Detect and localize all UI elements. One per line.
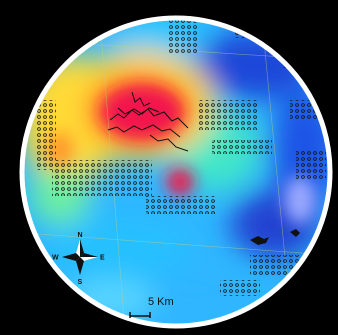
scale-bar-label: 5 Km — [148, 296, 174, 308]
dense-sample-cluster — [107, 91, 189, 152]
compass-west: W — [52, 255, 59, 262]
north-arrow-icon: N S E W — [52, 232, 105, 286]
dark-features — [250, 229, 300, 245]
map-frame — [19, 15, 333, 329]
compass-south: S — [78, 279, 83, 286]
anomaly-peaks — [46, 84, 316, 224]
compass-east: E — [100, 255, 105, 262]
scale-bar: 5 Km — [129, 296, 174, 318]
compass-north: N — [78, 232, 83, 239]
